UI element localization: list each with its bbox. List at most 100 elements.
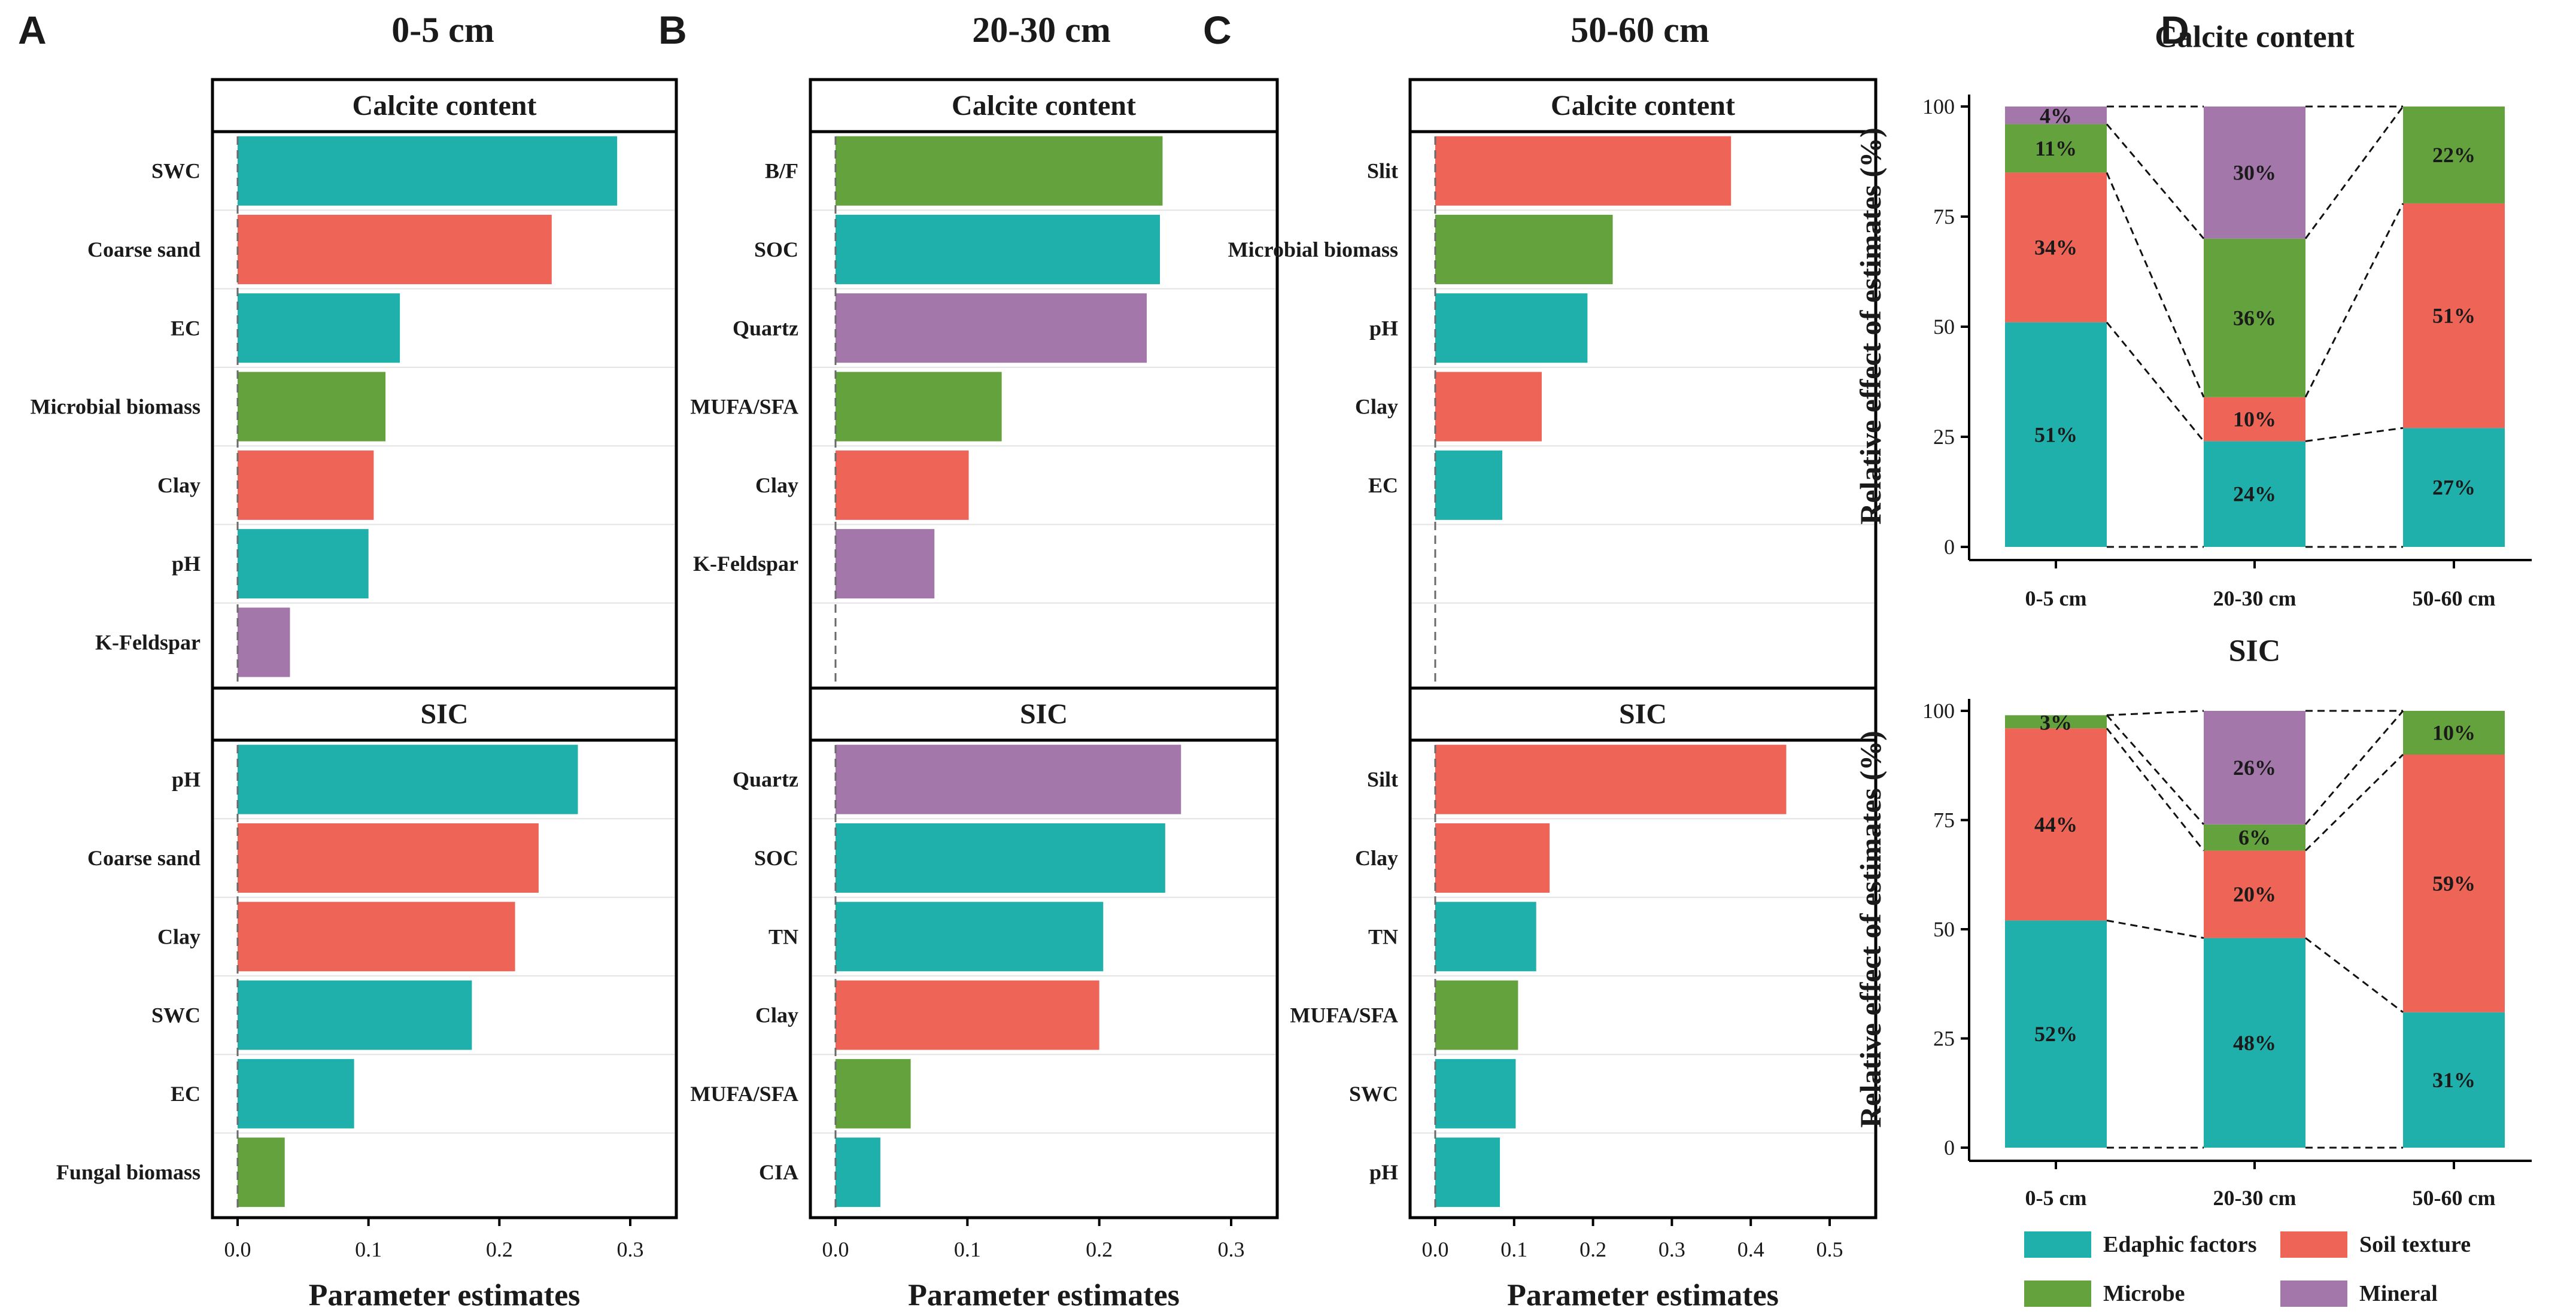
stack-segment-texture [2204,397,2305,442]
connector-line [2304,753,2404,851]
category-label: Microbial biomass [31,395,201,419]
bar-swc [238,980,472,1050]
connector-line [2106,710,2204,716]
category-label: Clay [1355,846,1398,870]
facet-label: Calcite content [952,90,1136,121]
y-tick-label: 0 [1944,1136,1955,1160]
bar-swc [238,136,618,206]
bar-ec [1435,450,1503,520]
legend-label: Soil texture [2359,1232,2471,1257]
y-tick-label: 0 [1944,535,1955,559]
y-axis-title: Relative effect of estimates (%) [1854,731,1887,1128]
category-label: B/F [765,159,798,183]
stack-segment-microbe [2403,107,2505,203]
category-label: Clay [157,924,201,948]
stack-segment-mineral [2204,107,2305,239]
x-tick-label: 0.4 [1737,1237,1764,1261]
bar-swc [1435,1058,1516,1129]
segment-label: 51% [2034,422,2077,446]
category-label: EC [171,316,201,340]
category-label: Coarse sand [87,846,201,870]
category-label: SWC [151,1003,201,1027]
bar-quartz [836,744,1181,814]
facet-calcite: Calcite content Slit Microbial biomass pH Cl… [1228,78,1878,690]
category-label: EC [1368,473,1398,497]
y-tick-label: 25 [1933,425,1955,449]
segment-label: 59% [2432,871,2475,895]
bar-k-feldspar [836,529,935,599]
connector-line [2305,427,2404,442]
chart-title: SIC [2229,634,2281,668]
bar-ec [238,1058,354,1129]
bar-slit [1435,136,1731,206]
category-label: Coarse sand [87,238,201,261]
x-axis-title: Parameter estimates [908,1279,1180,1313]
bar-mufa-sfa [836,372,1002,442]
segment-label: 22% [2432,143,2475,167]
category-label: EC [171,1082,201,1106]
connector-line [2106,321,2205,442]
stack-segment-edaphic [2204,441,2305,547]
connector-line [2305,937,2404,1013]
facet-strip [809,78,1279,133]
bar-microbial-biomass [1435,214,1613,284]
bar-ec [238,293,400,363]
segment-label: 3% [2040,710,2072,734]
y-tick-label: 100 [1922,95,1955,118]
stacked-chart-sic: SIC 0 25 50 75 100 Relative effect of estimate… [1854,634,2532,1210]
facet-strip [211,78,678,133]
x-tick-label: 0.5 [1816,1237,1843,1261]
y-tick-label: 50 [1933,315,1955,339]
segment-label: 26% [2233,756,2276,780]
stack-segment-microbe [2005,715,2107,729]
bar-cia [836,1137,880,1207]
x-category-label: 50-60 cm [2413,1186,2496,1210]
y-tick-label: 50 [1933,917,1955,941]
facet-label: SIC [1619,698,1667,730]
category-label: SOC [754,846,798,870]
panel-a: A 0-5 cm Calcite content SWC Coarse sand EC Mi… [18,8,678,1313]
facet-strip [1408,78,1878,133]
category-label: K-Feldspar [95,630,201,654]
bar-mufa-sfa [836,1058,911,1129]
stack-segment-edaphic [2403,1012,2505,1148]
stack-segment-microbe [2204,238,2305,397]
category-label: MUFA/SFA [1290,1003,1398,1027]
category-label: MUFA/SFA [690,1082,798,1106]
stack-segment-mineral [2005,107,2107,124]
segment-label: 4% [2040,104,2072,128]
x-tick-label: 0.3 [1218,1237,1245,1261]
stack-segment-edaphic [2005,322,2107,547]
bar-soc [836,823,1165,893]
category-label: TN [1368,924,1398,948]
segment-label: 11% [2035,136,2077,160]
category-label: pH [1369,1160,1398,1184]
category-label: Slit [1367,159,1398,183]
plot-area [809,738,1279,1219]
bar-mufa-sfa [1435,980,1518,1050]
category-label: Quartz [733,316,798,340]
bar-clay [1435,823,1550,893]
x-tick-label: 0.3 [617,1237,644,1261]
y-tick-label: 100 [1922,699,1955,723]
bar-ph [238,744,578,814]
facet-label: Calcite content [353,90,537,121]
stack-segment-texture [2204,850,2305,938]
legend-swatch [2280,1280,2347,1307]
bar-ph [238,529,369,599]
legend-label: Microbe [2103,1281,2185,1306]
category-label: Clay [157,473,201,497]
x-tick-label: 0.1 [355,1237,382,1261]
segment-label: 44% [2034,813,2077,837]
panel-letter: C [1203,8,1232,52]
x-tick-label: 0.2 [486,1237,513,1261]
segment-label: 36% [2233,306,2276,330]
facet-label: SIC [1020,698,1068,730]
connector-line [2106,728,2205,851]
y-tick-label: 25 [1933,1027,1955,1051]
stack-segment-edaphic [2005,920,2107,1148]
category-label: CIA [759,1160,798,1184]
x-axis-title: Parameter estimates [1507,1279,1779,1313]
facet-strip [809,686,1279,742]
